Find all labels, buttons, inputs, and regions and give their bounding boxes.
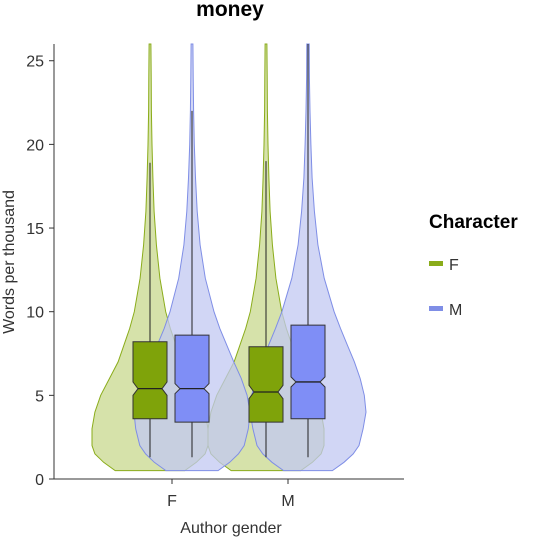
- y-tick-label: 10: [26, 305, 44, 322]
- y-tick-label: 20: [26, 137, 44, 154]
- y-axis-title: Words per thousand: [1, 190, 18, 334]
- box-f-f: [132, 341, 168, 420]
- legend: Character F M: [429, 212, 518, 319]
- y-tick-label: 15: [26, 221, 44, 238]
- legend-swatch-f: [429, 261, 443, 266]
- x-axis-title: Author gender: [180, 520, 282, 537]
- x-tick-label: F: [167, 493, 177, 510]
- box-m-m: [290, 324, 326, 420]
- chart-title: money: [196, 0, 264, 21]
- y-tick-label: 0: [35, 472, 44, 489]
- legend-label-f: F: [449, 257, 459, 274]
- x-tick-label: M: [281, 493, 294, 510]
- legend-label-m: M: [449, 302, 462, 319]
- box-m-f: [174, 334, 210, 423]
- y-ticks: 0 5 10 15 20 25: [26, 54, 54, 489]
- y-tick-label: 25: [26, 54, 44, 71]
- plot-area: [91, 43, 367, 472]
- legend-swatch-m: [429, 306, 443, 311]
- legend-title: Character: [429, 212, 518, 233]
- box-f-m: [248, 346, 284, 423]
- y-tick-label: 5: [35, 388, 44, 405]
